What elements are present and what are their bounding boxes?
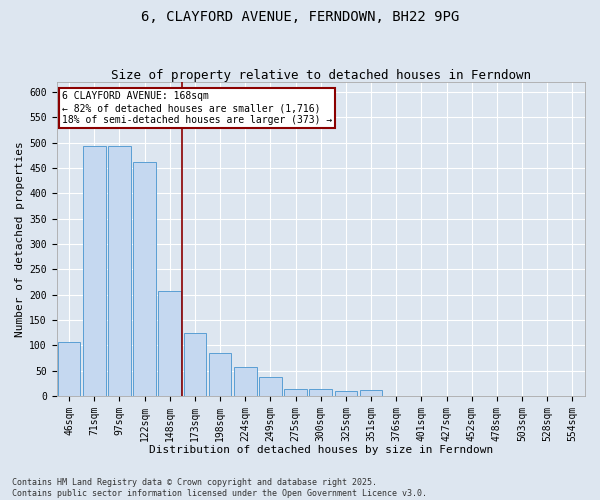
Bar [133,162,156,396]
Bar [259,376,282,396]
Bar [310,390,332,396]
Title: Size of property relative to detached houses in Ferndown: Size of property relative to detached ho… [111,69,531,82]
Bar [184,333,206,396]
Bar [234,367,257,396]
Text: Contains HM Land Registry data © Crown copyright and database right 2025.
Contai: Contains HM Land Registry data © Crown c… [12,478,427,498]
Bar [209,354,232,396]
Bar [83,146,106,396]
Text: 6, CLAYFORD AVENUE, FERNDOWN, BH22 9PG: 6, CLAYFORD AVENUE, FERNDOWN, BH22 9PG [141,10,459,24]
Bar [284,389,307,396]
Y-axis label: Number of detached properties: Number of detached properties [15,141,25,337]
Bar [360,390,382,396]
Text: 6 CLAYFORD AVENUE: 168sqm
← 82% of detached houses are smaller (1,716)
18% of se: 6 CLAYFORD AVENUE: 168sqm ← 82% of detac… [62,92,332,124]
Bar [108,146,131,396]
Bar [58,342,80,396]
X-axis label: Distribution of detached houses by size in Ferndown: Distribution of detached houses by size … [149,445,493,455]
Bar [335,392,357,396]
Bar [158,290,181,396]
